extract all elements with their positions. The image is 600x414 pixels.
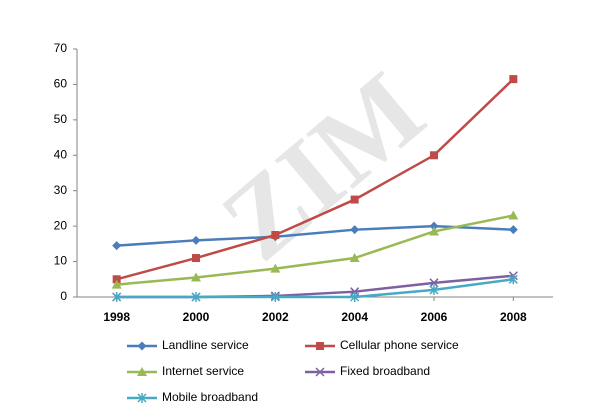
marker <box>191 292 201 302</box>
marker <box>349 253 360 263</box>
x-tick-label: 2008 <box>500 310 527 324</box>
marker <box>112 292 122 302</box>
legend-marker <box>137 367 147 376</box>
legend-label: Cellular phone service <box>340 338 459 352</box>
legend-marker <box>315 367 325 377</box>
marker <box>429 284 439 295</box>
y-tick-label: 50 <box>54 112 68 126</box>
marker <box>429 221 439 231</box>
y-tick-label: 20 <box>54 218 68 232</box>
marker <box>350 225 360 235</box>
y-tick-label: 0 <box>60 289 67 303</box>
y-tick-label: 60 <box>54 77 68 91</box>
series-line <box>116 278 514 299</box>
marker <box>350 195 359 204</box>
y-tick-label: 40 <box>54 147 68 161</box>
marker <box>271 231 280 239</box>
marker <box>508 210 519 220</box>
x-tick-label: 2004 <box>341 310 368 324</box>
marker <box>191 235 201 245</box>
legend-marker <box>137 393 147 403</box>
series-line <box>116 224 514 247</box>
legend-label: Mobile broadband <box>162 390 258 404</box>
marker <box>191 272 201 282</box>
marker <box>112 241 122 251</box>
marker <box>429 278 439 288</box>
marker <box>508 274 518 285</box>
x-tick-label: 2006 <box>421 310 448 324</box>
series-line <box>116 78 515 281</box>
marker <box>350 292 360 302</box>
x-tick-label: 2002 <box>262 310 289 324</box>
legend-marker <box>316 342 324 350</box>
marker <box>270 292 280 302</box>
marker <box>509 75 518 84</box>
marker <box>111 279 122 289</box>
y-tick-label: 30 <box>54 183 68 197</box>
legend-label: Fixed broadband <box>340 364 430 378</box>
x-tick-label: 2000 <box>183 310 210 324</box>
marker <box>508 225 518 235</box>
marker <box>192 254 200 263</box>
legend-label: Internet service <box>162 364 244 378</box>
marker <box>429 226 439 236</box>
marker <box>112 275 121 284</box>
x-tick-label: 1998 <box>103 310 130 324</box>
watermark: ZIM <box>199 49 446 284</box>
marker <box>430 151 438 160</box>
legend-label: Landline service <box>162 338 249 352</box>
series-line <box>116 214 514 286</box>
y-tick-label: 70 <box>54 41 68 55</box>
legend-marker <box>137 341 147 351</box>
marker <box>270 263 281 273</box>
y-tick-label: 10 <box>54 254 68 268</box>
